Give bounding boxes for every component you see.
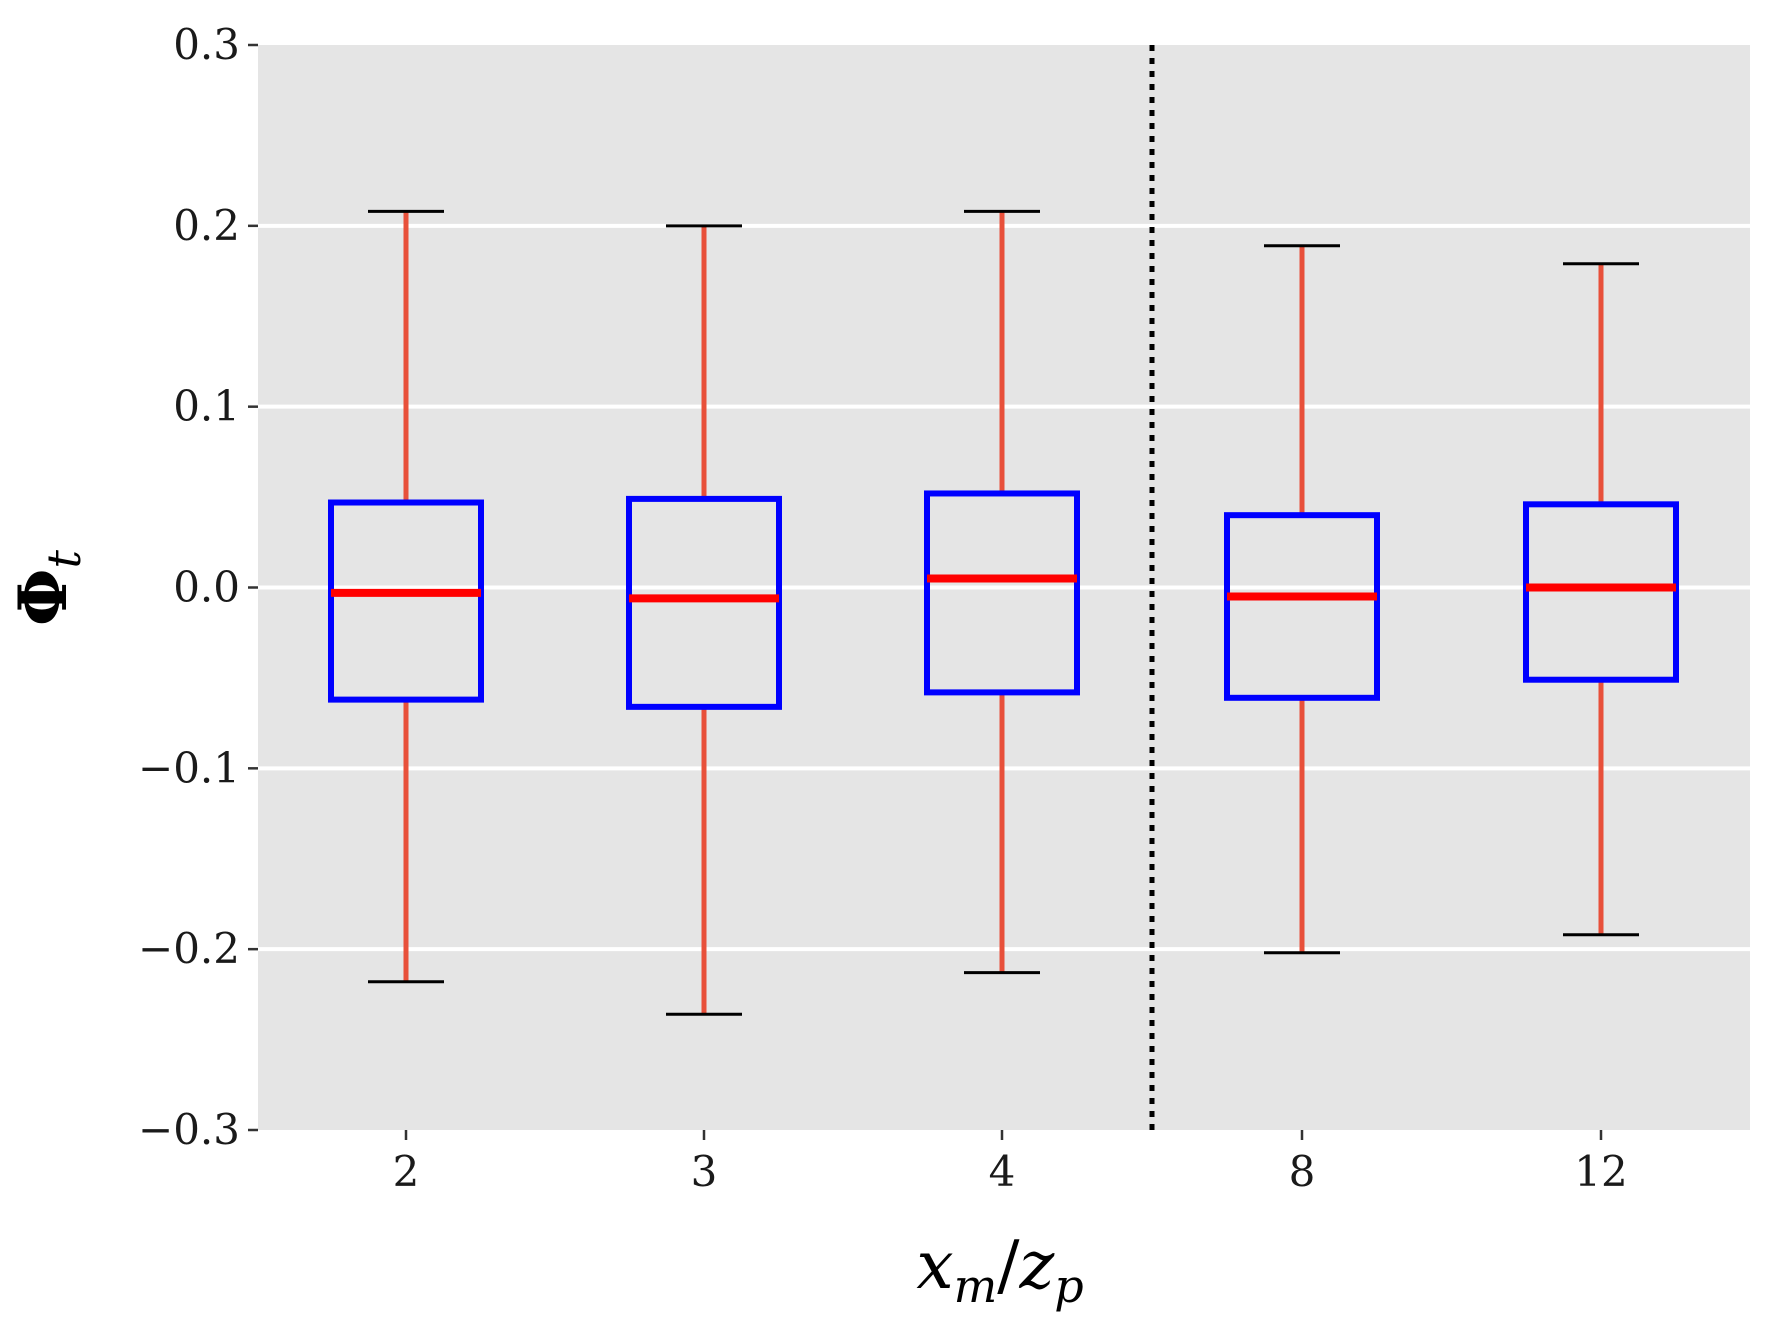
y-tick-label: −0.1	[138, 743, 240, 792]
x-tick-label: 8	[1289, 1147, 1316, 1196]
y-axis-title: Φt	[4, 550, 91, 627]
boxes-layer	[328, 209, 1679, 1016]
box-rect	[1523, 501, 1679, 683]
x-axis-title-main: x	[916, 1227, 953, 1304]
y-axis-title-main: Φ	[4, 569, 82, 627]
box-group	[626, 224, 782, 1016]
x-axis: 2 3 4 8 12	[393, 1130, 1628, 1196]
y-tick-label: 0.3	[173, 20, 240, 69]
x-axis-title-main2: z	[1018, 1227, 1055, 1304]
box-group	[924, 209, 1080, 975]
x-tick-label: 3	[691, 1147, 718, 1196]
x-axis-title-sub1: m	[954, 1259, 998, 1313]
box-group	[1224, 244, 1380, 955]
box-group	[328, 209, 484, 984]
y-tick-label: 0.2	[173, 201, 240, 250]
y-axis-title-sub: t	[37, 550, 91, 569]
box-rect	[1224, 512, 1380, 701]
y-tick-label: −0.2	[138, 924, 240, 973]
x-tick-label: 12	[1574, 1147, 1627, 1196]
x-axis-title-sub2: p	[1054, 1259, 1083, 1313]
box-rect	[626, 495, 782, 710]
x-tick-label: 4	[989, 1147, 1016, 1196]
box-group	[1523, 262, 1679, 937]
y-axis: 0.3 0.2 0.1 0.0 −0.1 −0.2 −0.3	[138, 20, 258, 1154]
x-tick-label: 2	[393, 1147, 420, 1196]
box-rect	[328, 499, 484, 703]
x-axis-title: xm/zp	[916, 1227, 1083, 1313]
x-axis-title-sep: /	[997, 1227, 1020, 1304]
y-tick-label: −0.3	[138, 1105, 240, 1154]
y-tick-label: 0.0	[173, 563, 240, 612]
box-rect	[924, 490, 1080, 696]
y-tick-label: 0.1	[173, 382, 240, 431]
